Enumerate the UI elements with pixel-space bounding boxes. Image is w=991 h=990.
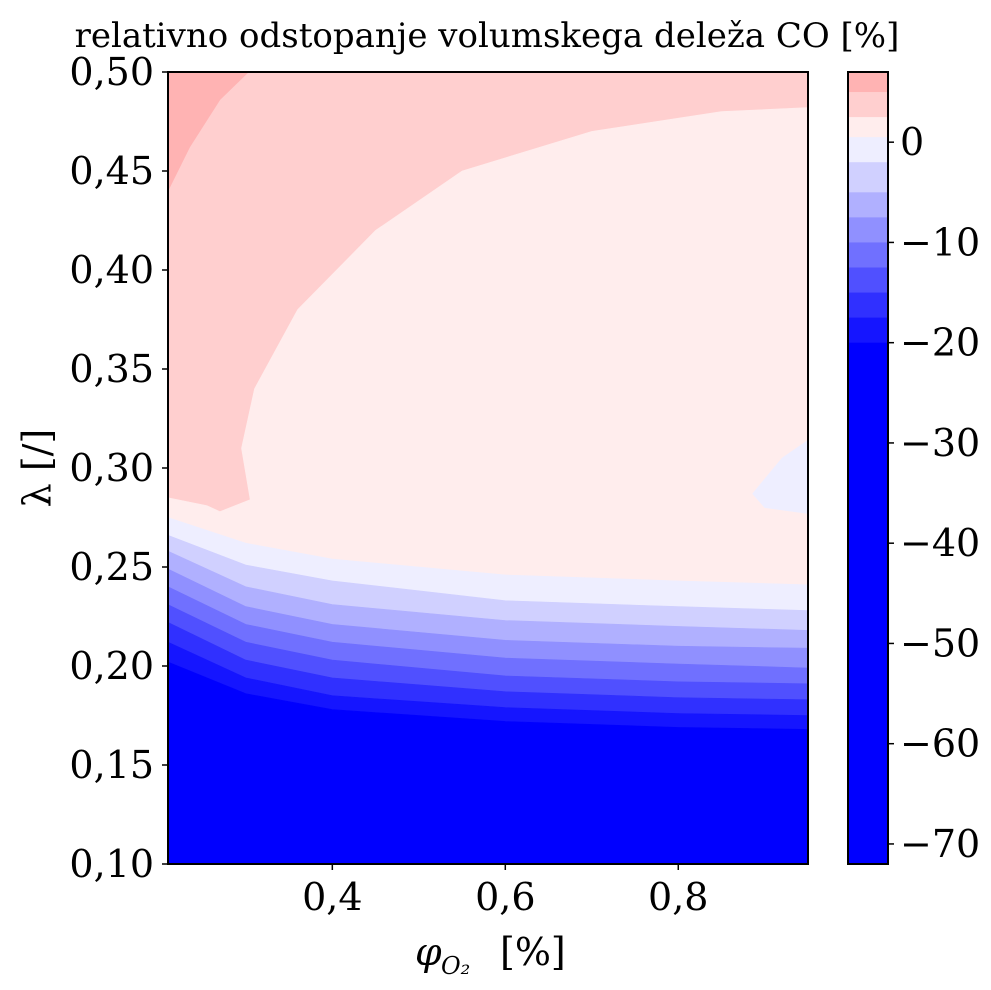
colorbar-level-9 bbox=[848, 292, 888, 319]
y-axis-label: λ [/] bbox=[15, 429, 59, 508]
axes: 0,4 0,6 0,8 0,10 0,15 0,20 0,25 0,30 0,35 0,40 0,4… bbox=[69, 50, 809, 919]
x-axis-label-subscript: O₂ bbox=[441, 952, 470, 980]
y-tick-label: 0,15 bbox=[69, 743, 154, 787]
y-tick-label: 0,40 bbox=[69, 248, 154, 292]
y-tick-label: 0,20 bbox=[69, 644, 154, 688]
y-tick-label: 0,10 bbox=[69, 842, 154, 886]
y-tick-label: 0,35 bbox=[69, 347, 154, 391]
colorbar-tick-label: −30 bbox=[900, 421, 980, 465]
y-tick-label: 0,50 bbox=[69, 50, 154, 94]
colorbar-level-8 bbox=[848, 267, 888, 294]
y-tick-label: 0,25 bbox=[69, 545, 154, 589]
x-tick-label: 0,8 bbox=[648, 875, 708, 919]
chart-title: relativno odstopanje volumskega deleža C… bbox=[75, 16, 900, 56]
colorbar-level-4 bbox=[848, 162, 888, 193]
x-axis-label-unit: [%] bbox=[500, 930, 566, 974]
colorbar-level-5 bbox=[848, 192, 888, 218]
colorbar-tick-label: −40 bbox=[900, 521, 980, 565]
x-tick-label: 0,4 bbox=[302, 875, 362, 919]
x-axis-label: φ O₂ [%] bbox=[415, 930, 566, 980]
plot-area bbox=[167, 71, 809, 865]
colorbar-level-3 bbox=[848, 137, 888, 163]
colorbar-level-10 bbox=[848, 317, 888, 344]
x-tick-label: 0,6 bbox=[475, 875, 535, 919]
y-tick-label: 0,45 bbox=[69, 149, 154, 193]
colorbar-frame bbox=[847, 71, 889, 865]
colorbar-tick-label: −70 bbox=[900, 822, 980, 866]
colorbar-level-6 bbox=[848, 217, 888, 243]
colorbar-level-7 bbox=[848, 242, 888, 268]
colorbar-tick-label: −50 bbox=[900, 621, 980, 665]
colorbar-level-2 bbox=[848, 117, 888, 138]
colorbar-tick-label: −60 bbox=[900, 722, 980, 766]
colorbar-level-1 bbox=[848, 92, 888, 118]
colorbar-tick-label: −20 bbox=[900, 321, 980, 365]
colorbar-level-11 bbox=[848, 342, 888, 865]
colorbar: 0 −10 −20 −30 −40 −50 −60 −70 bbox=[847, 71, 980, 866]
x-axis-label-symbol: φ bbox=[415, 930, 442, 974]
colorbar-tick-label: −10 bbox=[900, 220, 980, 264]
y-tick-label: 0,30 bbox=[69, 446, 154, 490]
colorbar-tick-label: 0 bbox=[900, 120, 924, 164]
colorbar-level-0 bbox=[848, 72, 888, 93]
